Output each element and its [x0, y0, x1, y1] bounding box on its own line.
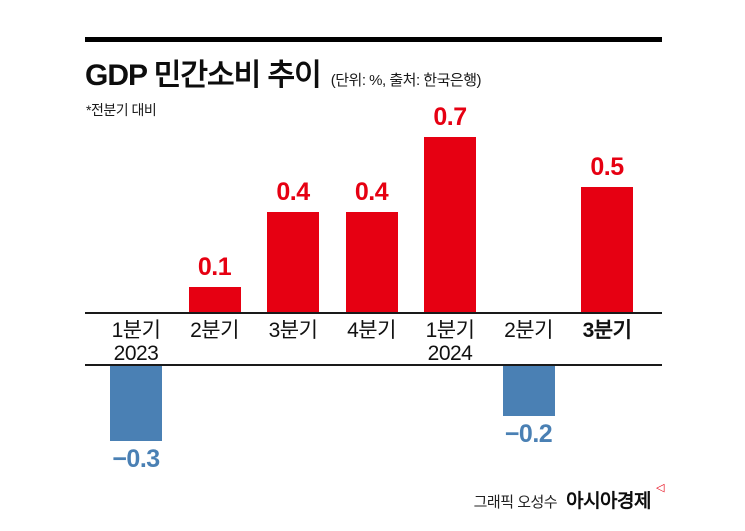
footnote: *전분기 대비: [86, 102, 157, 118]
header: GDP 민간소비 추이 (단위: %, 출처: 한국은행): [85, 50, 481, 94]
bar-value-label: −0.3: [112, 445, 160, 473]
bar-category-label: 3분기: [268, 319, 318, 342]
bar-value-label: 0.4: [354, 178, 389, 206]
bar: [267, 212, 319, 312]
bar-category-label: 3분기: [582, 319, 632, 342]
bar-value-label: 0.7: [433, 103, 467, 131]
bar: [424, 137, 476, 312]
bar-category-label: 1분기 2023: [111, 319, 161, 365]
axis-line-bottom: [85, 364, 662, 366]
bar-value-label: 0.5: [590, 153, 624, 181]
axis-line-top: [85, 312, 662, 314]
bar: [110, 366, 162, 441]
top-rule: [85, 37, 662, 42]
bar-category-label: 1분기 2024: [425, 319, 475, 365]
page-title: GDP 민간소비 추이: [85, 59, 322, 92]
bar-category-label: 4분기: [347, 319, 396, 342]
unit-source-label: (단위: %, 출처: 한국은행): [330, 72, 482, 89]
bar: [502, 366, 555, 416]
graphic-credit: 그래픽 오성수: [473, 494, 558, 511]
bar-value-label: 0.4: [276, 178, 310, 206]
bar: [188, 287, 241, 312]
footer: 그래픽 오성수 아시아경제 ◁: [473, 482, 665, 513]
brand-mark-icon: ◁: [656, 482, 664, 494]
bar-category-label: 2분기: [190, 319, 239, 342]
bar: [345, 212, 398, 312]
bar-value-label: 0.1: [197, 253, 232, 281]
bar: [581, 187, 633, 312]
bar-category-label: 2분기: [504, 319, 553, 342]
brand-logo: 아시아경제 ◁: [566, 482, 664, 512]
bar-value-label: −0.2: [504, 420, 553, 448]
